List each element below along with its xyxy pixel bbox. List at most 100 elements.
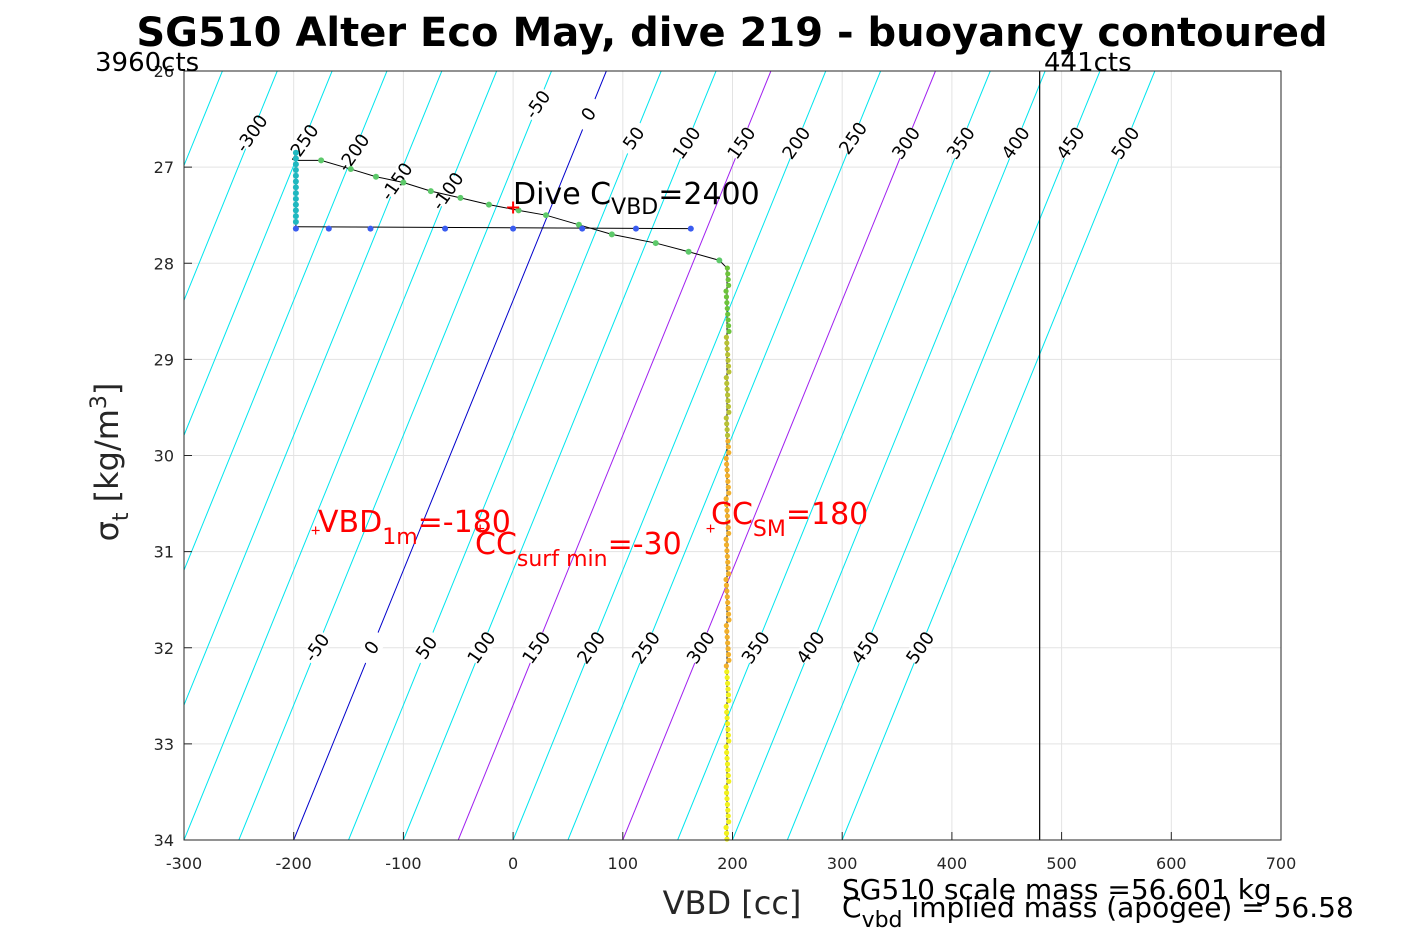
descent-point — [724, 761, 731, 767]
descent-point — [724, 553, 730, 560]
y-axis-unit-post: ] — [88, 383, 126, 395]
y-axis-subscript: t — [109, 512, 134, 521]
contour-line — [567, 71, 882, 840]
dive-cvbd-label: Dive CVBD=2400 — [513, 177, 760, 220]
x-tick-label: 300 — [827, 854, 858, 873]
descent-point — [723, 536, 729, 542]
spur-point — [442, 225, 449, 232]
spur-point — [510, 225, 517, 232]
descent-point — [725, 686, 731, 692]
spur-point — [292, 225, 299, 232]
descent-point — [725, 363, 732, 369]
trace-point — [515, 207, 522, 214]
descent-point — [723, 830, 730, 836]
spur-point — [632, 225, 639, 232]
descent-point — [724, 386, 730, 392]
descent-point — [723, 294, 730, 300]
trace-point — [457, 194, 464, 201]
descent-point — [725, 565, 731, 571]
trace-point — [347, 166, 354, 173]
descent-point — [725, 519, 731, 525]
descent-point — [725, 599, 731, 606]
descent-point — [724, 755, 730, 761]
descent-point — [725, 680, 731, 686]
descent-point — [726, 571, 732, 577]
cc-sm-annotation: CCSM=180 — [711, 497, 868, 542]
contour-line — [786, 71, 1101, 840]
trace-point — [485, 201, 492, 208]
descent-point — [723, 623, 730, 629]
y-tick-label: 26 — [154, 62, 174, 81]
y-axis-superscript: 3 — [87, 395, 112, 409]
descent-point — [724, 674, 730, 681]
descent-point — [725, 276, 731, 283]
trace-point — [292, 213, 299, 220]
trace-point — [400, 179, 407, 186]
descent-point — [725, 392, 731, 398]
descent-point — [725, 640, 731, 646]
descent-point — [726, 282, 732, 288]
surface-line — [295, 226, 691, 230]
y-tick-label: 27 — [154, 158, 174, 177]
contour-line — [622, 71, 936, 840]
descent-point — [723, 784, 729, 790]
descent-point — [725, 478, 731, 485]
contour-line — [402, 71, 717, 840]
descent-point — [724, 721, 731, 727]
right-counts-label: 441cts — [1044, 48, 1132, 78]
y-axis-unit-pre: [kg/m — [88, 409, 126, 512]
descent-point — [724, 669, 730, 675]
trace-point — [292, 184, 299, 191]
descent-point — [725, 311, 731, 317]
descent-point — [724, 715, 730, 721]
descent-point — [725, 444, 731, 450]
left-counts-label: 3960cts — [95, 48, 199, 78]
descent-point — [725, 559, 731, 565]
descent-point — [725, 726, 731, 733]
descent-point — [725, 692, 732, 698]
y-tick-label: 33 — [154, 735, 174, 754]
descent-point — [724, 461, 730, 467]
trace-point — [292, 195, 299, 202]
descent-point — [726, 490, 732, 496]
dive-trace — [292, 149, 732, 842]
contour-line — [457, 71, 772, 840]
contour-line — [184, 71, 388, 572]
y-tick-label: 31 — [154, 543, 174, 562]
descent-point — [723, 375, 729, 381]
descent-point — [724, 513, 731, 519]
descent-point — [724, 340, 730, 346]
descent-point — [726, 738, 732, 744]
trace-point — [292, 149, 299, 156]
contour-line — [184, 71, 333, 437]
descent-point — [724, 749, 730, 756]
descent-point — [724, 305, 730, 312]
trace-point — [292, 167, 299, 174]
descent-point — [724, 265, 730, 271]
x-axis-label: VBD [cc] — [663, 884, 802, 922]
descent-point — [725, 403, 732, 410]
scale-mass-text: SG510 scale mass =56.601 kg — [842, 873, 1272, 906]
descent-point — [725, 524, 731, 531]
descent-point — [724, 467, 730, 473]
contour-line — [184, 71, 443, 707]
descent-point — [725, 271, 731, 277]
contour-line — [348, 71, 662, 840]
descent-point — [723, 744, 729, 750]
x-tick-label: 100 — [608, 854, 639, 873]
x-tick-label: 0 — [508, 854, 518, 873]
contour-line — [238, 71, 552, 840]
descent-point — [725, 813, 731, 819]
descent-point — [725, 398, 731, 404]
y-axis-symbol: σ — [88, 521, 126, 541]
trace-point — [318, 157, 325, 164]
descent-point — [723, 288, 729, 294]
x-tick-label: 700 — [1266, 854, 1297, 873]
descent-point — [724, 473, 731, 479]
descent-point — [725, 605, 731, 611]
descent-point — [725, 438, 731, 444]
descent-point — [724, 421, 730, 427]
trace-point — [292, 190, 299, 197]
descent-point — [725, 651, 732, 658]
y-tick-label: 28 — [154, 254, 174, 273]
